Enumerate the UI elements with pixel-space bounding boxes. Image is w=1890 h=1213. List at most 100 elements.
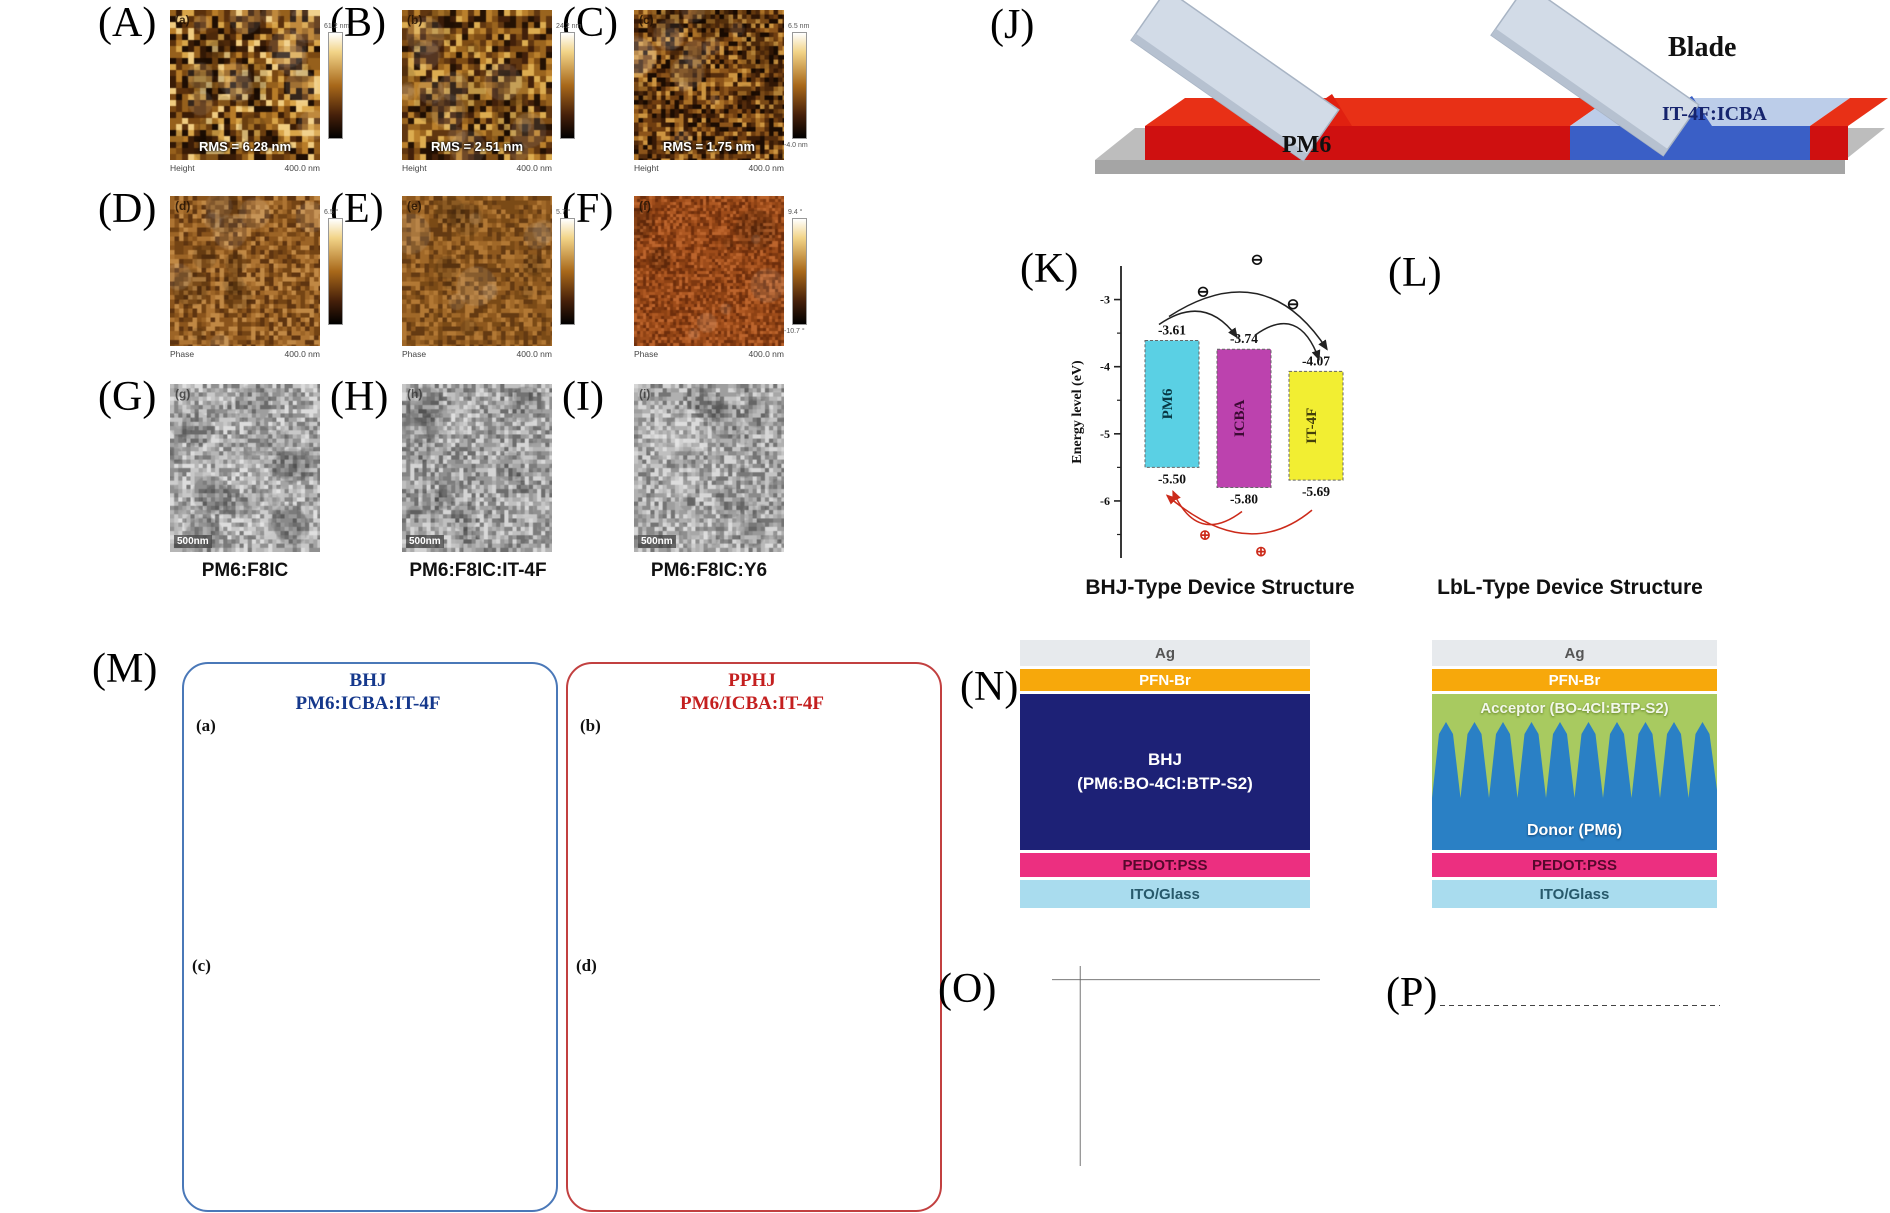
jv-chart-pphj: 0.00.20.40.60.81.01.20-5-10-15-20Voltage…	[646, 720, 918, 920]
colorbar-gradient	[792, 218, 807, 325]
pphj-title-line2: PM6/ICBA:IT-4F	[680, 692, 824, 714]
layer-pedot-pss: PEDOT:PSS	[1020, 853, 1310, 877]
scan-mode: Phase	[402, 349, 427, 359]
pphj-title-line1: PPHJ	[728, 670, 776, 691]
inner-tag: (f)	[639, 199, 651, 213]
pm6-film-front	[1145, 126, 1570, 160]
layer-ito-glass: ITO/Glass	[1432, 880, 1717, 908]
panel-letter-o: (O)	[938, 966, 997, 1012]
svg-text:IT-4F: IT-4F	[1304, 408, 1320, 444]
scan-caption: Phase 400.0 nm	[634, 349, 784, 359]
bhj-title-line1: BHJ	[349, 670, 387, 691]
colorbar-gradient	[560, 218, 575, 325]
scan-caption: Height 400.0 nm	[402, 163, 552, 173]
afm-phase-image-e: (e)	[402, 196, 552, 346]
afm-noise-canvas	[170, 196, 320, 346]
scalebar-label: 500nm	[406, 535, 444, 548]
scan-caption: Height 400.0 nm	[170, 163, 320, 173]
layer-ito-glass: ITO/Glass	[1020, 880, 1310, 908]
energy-level-diagram: -3 -4 -5 -6 Energy level (eV) PM6 -3.61 -5.50 IC…	[1070, 253, 1344, 560]
colorbar-max: 6.5 nm	[788, 23, 810, 30]
colorbar-min: -10.7 °	[784, 328, 805, 335]
layer-ag: Ag	[1020, 640, 1310, 666]
layer-pfn-br: PFN-Br	[1432, 669, 1717, 691]
bhj-active-line2: (PM6:BO-4Cl:BTP-S2)	[1077, 774, 1253, 793]
subpanel-letter-c: (c)	[192, 956, 211, 975]
colorbar-max: 5.7 °	[556, 209, 571, 216]
afm-height-image-b: (b) RMS = 2.51 nm	[402, 10, 552, 160]
inner-tag: (e)	[407, 199, 422, 213]
rms-label: RMS = 6.28 nm	[198, 139, 292, 154]
scan-mode: Phase	[170, 349, 195, 359]
svg-text:-6: -6	[1100, 494, 1110, 508]
layer-lbl-active: Acceptor (BO-4Cl:BTP-S2) Donor (PM6)	[1432, 694, 1717, 850]
svg-text:⊖: ⊖	[1197, 285, 1210, 301]
svg-text:-4.07: -4.07	[1302, 353, 1330, 368]
acceptor-layer-label: Acceptor (BO-4Cl:BTP-S2)	[1480, 700, 1669, 717]
rms-label: RMS = 2.51 nm	[430, 139, 524, 154]
svg-text:-4: -4	[1100, 360, 1110, 374]
scan-size: 400.0 nm	[284, 163, 320, 173]
eqe-chart-bhj: 300400500600700800900020406080100Wavelen…	[262, 968, 534, 1164]
subpanel-letter-a: (a)	[196, 716, 216, 735]
tem-image-h: (h) 500nm	[402, 384, 552, 552]
colorbar-max: 9.4 °	[788, 209, 803, 216]
jv-chart-bhj: 0.00.20.40.60.81.01.20-5-10-15-20Voltage…	[262, 720, 534, 920]
panel-letter-m: (M)	[92, 646, 158, 692]
rms-label: RMS = 1.75 nm	[662, 139, 756, 154]
inner-tag: (i)	[639, 387, 651, 401]
blend-label-h: PM6:F8IC:IT-4F	[409, 560, 547, 581]
afm-phase-image-f: (f)	[634, 196, 784, 346]
svg-text:⊕: ⊕	[1199, 529, 1211, 544]
panel-letter-g: (G)	[98, 374, 157, 420]
afm-height-image-a: (a) RMS = 6.28 nm	[170, 10, 320, 160]
panel-letter-k: (K)	[1020, 246, 1079, 292]
blade-coating-schematic: Blade PM6 IT-4F:ICBA	[1095, 0, 1888, 174]
bhj-active-line1: BHJ	[1147, 750, 1182, 770]
red-edge-front	[1810, 126, 1848, 160]
device-stack-bhj: Ag PFN-Br BHJ (PM6:BO-4Cl:BTP-S2) PEDOT:…	[1020, 640, 1310, 908]
blend-label-i: PM6:F8IC:Y6	[650, 560, 768, 581]
acceptor-film-front	[1570, 126, 1810, 160]
scan-mode: Height	[402, 163, 427, 173]
layer-ag: Ag	[1432, 640, 1717, 666]
svg-text:PM6: PM6	[1160, 388, 1176, 419]
subpanel-letter-b: (b)	[580, 716, 601, 735]
scalebar-label: 500nm	[638, 535, 676, 548]
colorbar: 61.2 nm	[324, 23, 349, 139]
afm-phase-image-d: (d)	[170, 196, 320, 346]
blade-left	[1130, 0, 1340, 162]
svg-text:⊕: ⊕	[1255, 545, 1267, 560]
tem-noise-canvas	[634, 384, 784, 552]
lbl-structure-caption: LbL-Type Device Structure	[1437, 576, 1703, 599]
colorbar: 9.4 ° -10.7 °	[784, 209, 807, 335]
scan-size: 400.0 nm	[284, 349, 320, 359]
bhj-title-line2: PM6:ICBA:IT-4F	[295, 692, 441, 714]
layer-pfn-br: PFN-Br	[1020, 669, 1310, 691]
panel-letter-j: (J)	[990, 2, 1035, 48]
scan-size: 400.0 nm	[748, 349, 784, 359]
pm6-film-top	[1145, 98, 1610, 126]
panel-letter-p: (P)	[1386, 970, 1438, 1016]
afm-height-image-c: (c) RMS = 1.75 nm	[634, 10, 784, 160]
svg-text:-5.50: -5.50	[1158, 471, 1186, 486]
colorbar: 6.5 °	[324, 209, 343, 325]
bhj-box-title: BHJ PM6:ICBA:IT-4F	[192, 670, 544, 716]
afm-noise-canvas	[634, 10, 784, 160]
donor-spikes-graphic	[1432, 722, 1717, 850]
scan-caption: Height 400.0 nm	[634, 163, 784, 173]
layer-pedot-pss: PEDOT:PSS	[1432, 853, 1717, 877]
svg-text:⊖: ⊖	[1287, 297, 1300, 313]
tem-noise-canvas	[170, 384, 320, 552]
panel-letter-d: (D)	[98, 186, 157, 232]
pm6-label: PM6	[1282, 132, 1331, 158]
colorbar-max: 24.2 nm	[556, 23, 582, 30]
layer-bhj-active: BHJ (PM6:BO-4Cl:BTP-S2)	[1020, 694, 1310, 850]
afm-noise-canvas	[634, 196, 784, 346]
scan-size: 400.0 nm	[516, 349, 552, 359]
colorbar-gradient	[560, 32, 575, 139]
panel-letter-a: (A)	[98, 0, 157, 46]
svg-text:⊖: ⊖	[1251, 253, 1264, 269]
inner-tag: (a)	[175, 13, 190, 27]
